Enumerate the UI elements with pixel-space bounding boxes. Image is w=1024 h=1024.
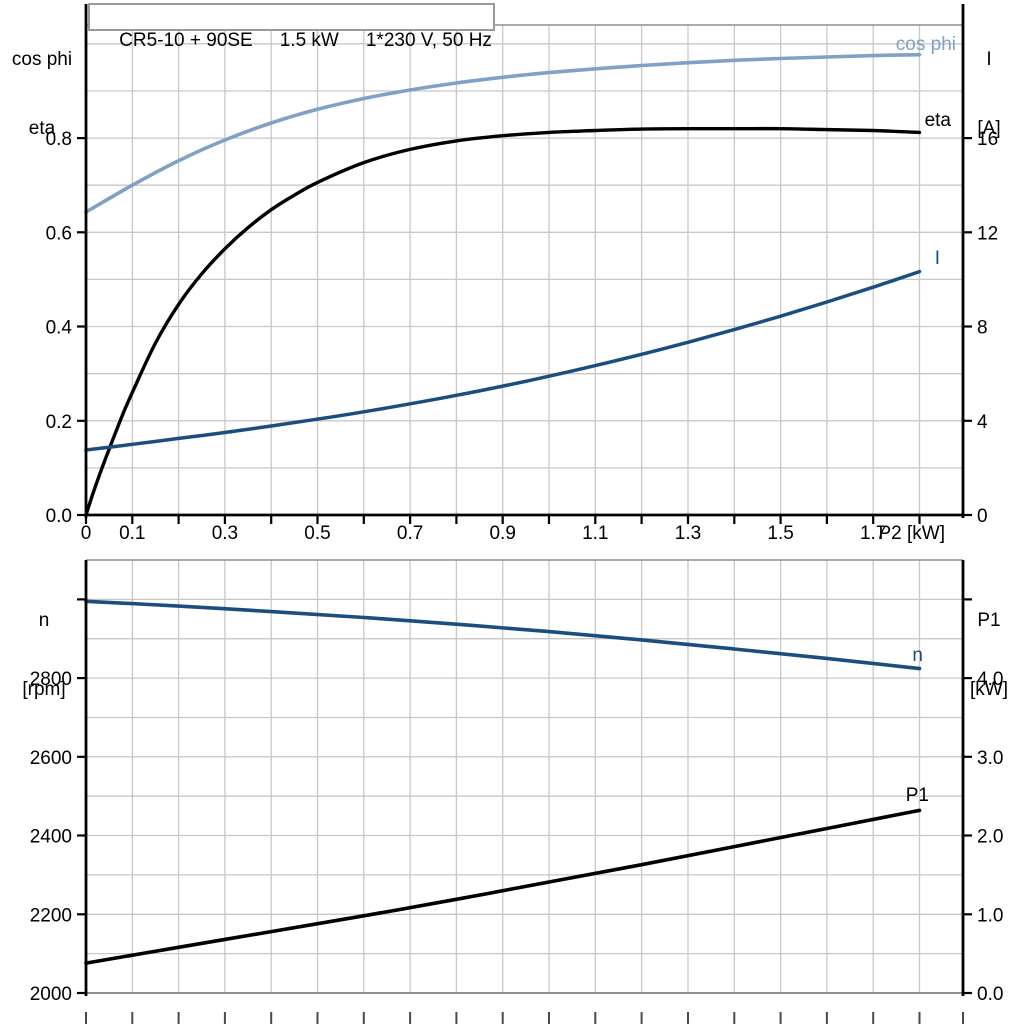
bottom-panel: 2000 2200 2400 2600 2800 0.0 1.0 2.0 3.0 4.0 n P1 [30,559,1003,1024]
y-right-tick-label: 0 [977,506,988,527]
x-tick-label: 1.3 [675,523,701,544]
x-tick-label: 1.5 [767,523,793,544]
speed-axis-title: n [38,610,50,631]
y-left-tick-label: 0.4 [46,318,73,339]
top-tick-labels: 0.0 0.2 0.4 0.6 0.8 0 4 8 12 16 0 0.1 0.3 0.5 0.7 0.9 1.… [46,129,999,544]
supply-voltage: 1*230 V, 50 Hz [365,30,492,51]
p1-curve [84,808,922,965]
y-left-tick-label: 2200 [30,905,72,926]
cos-phi-curve [84,52,922,214]
y-left-tick-label: 2000 [30,984,72,1005]
x-axis-title: P2 [kW] [878,523,945,544]
y-left-tick-label: 2600 [30,748,72,769]
p1-curve-label: P1 [906,785,929,806]
bottom-gridlines [86,560,963,993]
y-right-tick-label: 12 [977,223,998,244]
bottom-axes [84,560,965,996]
x-tick-label: 1.7 [860,523,886,544]
y-left-tick-label: 0.2 [46,412,72,433]
p1-axis-title: P1 [977,610,1001,631]
top-frame [85,24,964,517]
bottom-right-axis-header: P1 [kW] [963,563,1015,747]
i-curve [84,269,922,452]
current-axis-unit: [A] [977,118,1001,139]
y-right-tick-label: 8 [977,318,988,339]
i-curve-label: I [935,248,940,269]
x-tick-label: 0.9 [489,523,515,544]
x-tick-label: 0.7 [397,523,423,544]
chart-title-box: CR5-10 + 90SE 1.5 kW 1*230 V, 50 Hz [88,3,495,51]
top-panel: 0.0 0.2 0.4 0.6 0.8 0 4 8 12 16 0 0.1 0.3 0.5 0.7 0.9 1.… [46,4,999,544]
y-left-tick-label: 0.6 [46,223,72,244]
motor-power: 1.5 kW [279,30,339,51]
bottom-left-axis-header: n [rpm] [2,563,86,747]
n-curve-label: n [912,645,923,666]
y-right-tick-label: 4 [977,412,988,433]
n-curve [84,599,922,671]
eta-axis-title: eta [28,118,56,139]
top-right-axis-header: I [A] [963,2,1015,186]
y-right-tick-label: 3.0 [977,748,1003,769]
bottom-frame [85,559,964,994]
current-axis-title: I [986,49,992,70]
cos-phi-curve-label: cos phi [896,34,956,55]
top-axes [84,4,965,518]
eta-curve [84,126,922,517]
y-left-tick-label: 2800 [30,669,72,690]
y-right-tick-label: 1.0 [977,905,1003,926]
y-left-tick-label: 0.0 [46,506,72,527]
x-tick-label: 0.1 [119,523,145,544]
y-right-tick-label: 4.0 [977,669,1003,690]
y-left-tick-label: 0.8 [46,129,72,150]
speed-axis-unit: [rpm] [22,679,66,700]
p1-axis-unit: [kW] [970,679,1008,700]
bottom-tick-labels: 2000 2200 2400 2600 2800 0.0 1.0 2.0 3.0 4.0 [30,598,1003,1005]
x-tick-label: 0.3 [212,523,238,544]
bottom-edge-ticks [85,1012,964,1024]
x-tick-label: 0.5 [304,523,330,544]
top-gridlines [86,25,963,515]
y-right-tick-label: 2.0 [977,827,1003,848]
cos-phi-axis-title: cos phi [11,49,73,70]
y-right-tick-label: 0.0 [977,984,1003,1005]
x-tick-label: 0 [81,523,92,544]
y-left-tick-label: 2400 [30,827,72,848]
pump-model: CR5-10 + 90SE [119,30,253,51]
x-tick-label: 1.1 [582,523,608,544]
top-left-axis-header: cos phi eta [0,2,84,186]
eta-curve-label: eta [925,110,952,131]
y-right-tick-label: 16 [977,129,998,150]
